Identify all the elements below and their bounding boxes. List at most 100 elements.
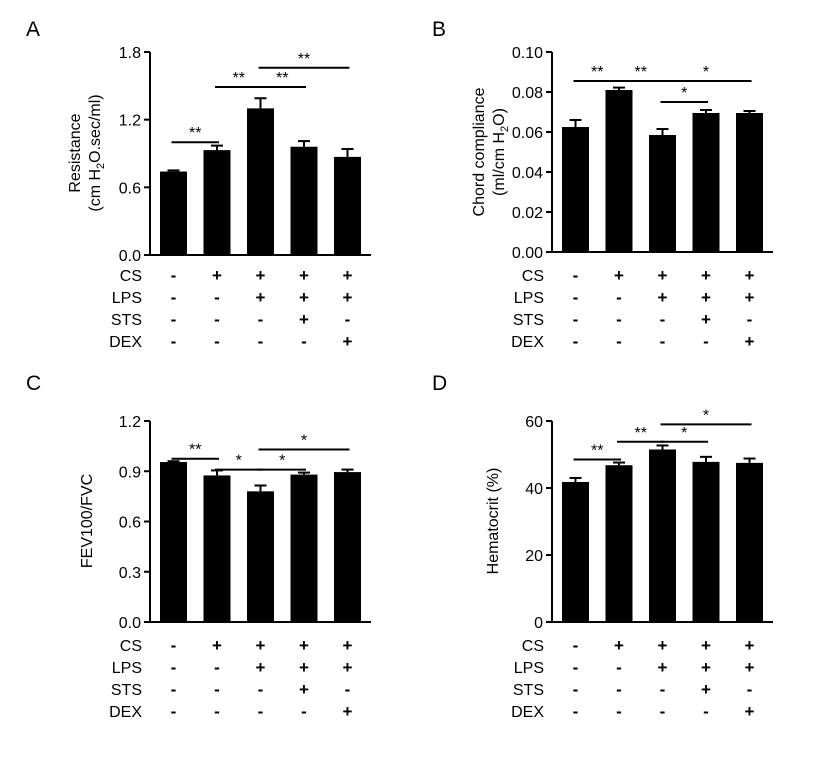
bar [290, 146, 318, 255]
condition-mark: + [343, 658, 353, 677]
condition-mark: - [214, 310, 220, 329]
bar [562, 127, 589, 252]
significance-label: ** [276, 70, 288, 87]
condition-mark: - [171, 636, 177, 655]
condition-mark: - [616, 288, 622, 307]
y-tick-label: 0.9 [119, 464, 141, 481]
y-tick-label: 1.2 [119, 414, 141, 431]
condition-mark: - [660, 332, 666, 351]
condition-mark: + [745, 332, 755, 351]
condition-mark: - [301, 702, 307, 721]
significance-label: ** [298, 51, 310, 68]
condition-mark: - [301, 332, 307, 351]
condition-label: DEX [511, 334, 544, 351]
condition-mark: - [703, 332, 709, 351]
bar [692, 461, 720, 622]
condition-mark: - [171, 310, 177, 329]
significance-label: ** [591, 64, 603, 81]
condition-mark: - [171, 680, 177, 699]
condition-label: STS [111, 682, 142, 699]
condition-mark: - [171, 332, 177, 351]
condition-label: STS [111, 312, 142, 329]
condition-mark: - [171, 288, 177, 307]
y-axis-label-line2: (cm H2O.sec/ml) [87, 94, 107, 211]
significance-label: * [703, 64, 709, 81]
condition-label: DEX [511, 704, 544, 721]
condition-mark: + [701, 636, 711, 655]
bar [160, 171, 187, 255]
condition-mark: + [299, 658, 309, 677]
condition-mark: - [616, 680, 622, 699]
y-tick-label: 0.08 [512, 85, 543, 102]
condition-mark: - [616, 332, 622, 351]
condition-mark: + [701, 266, 711, 285]
panel-letter: D [432, 372, 447, 395]
condition-label: DEX [109, 334, 142, 351]
condition-mark: - [573, 288, 579, 307]
y-axis-label-line1: Chord compliance [471, 87, 488, 216]
condition-mark: + [299, 310, 309, 329]
significance-label: ** [635, 425, 647, 442]
y-tick-label: 0.00 [512, 245, 543, 262]
y-axis-label-line1: Resistance [67, 113, 84, 192]
condition-label: STS [513, 312, 544, 329]
condition-mark: - [171, 266, 177, 285]
condition-mark: + [745, 266, 755, 285]
condition-mark: - [616, 658, 622, 677]
bar [247, 491, 274, 622]
bar [605, 90, 633, 252]
condition-mark: - [573, 680, 579, 699]
condition-mark: + [745, 288, 755, 307]
bar [649, 449, 676, 622]
y-axis-label: Resistance (cm H2O.sec/ml) [67, 94, 107, 211]
condition-mark: - [616, 310, 622, 329]
condition-mark: + [614, 636, 624, 655]
significance-label: * [681, 85, 687, 102]
condition-mark: + [658, 266, 668, 285]
condition-mark: + [256, 658, 266, 677]
condition-mark: - [345, 310, 351, 329]
bar [736, 113, 763, 252]
condition-mark: - [258, 680, 264, 699]
condition-label: LPS [514, 660, 544, 677]
condition-mark: + [745, 658, 755, 677]
condition-mark: + [701, 658, 711, 677]
significance-label: * [301, 432, 307, 449]
condition-label: LPS [112, 290, 142, 307]
bar [736, 462, 763, 622]
condition-mark: + [299, 266, 309, 285]
bar [649, 135, 676, 252]
y-axis-label-text: Hematocrit (%) [485, 468, 502, 575]
condition-label: LPS [112, 660, 142, 677]
condition-mark: + [701, 680, 711, 699]
panel-letter: A [26, 18, 40, 41]
condition-mark: - [703, 702, 709, 721]
condition-mark: - [573, 266, 579, 285]
condition-mark: - [660, 702, 666, 721]
bar [692, 113, 720, 252]
panel-letter: B [432, 18, 446, 41]
y-tick-label: 60 [525, 414, 543, 431]
condition-mark: + [299, 680, 309, 699]
condition-mark: - [214, 658, 220, 677]
condition-label: LPS [514, 290, 544, 307]
condition-mark: - [660, 680, 666, 699]
condition-mark: + [343, 332, 353, 351]
condition-mark: - [214, 680, 220, 699]
y-axis-label-line2: (ml/cm H2O) [491, 108, 511, 196]
bar [605, 465, 633, 622]
y-tick-label: 0.3 [119, 565, 141, 582]
y-tick-label: 0.06 [512, 125, 543, 142]
y-tick-label: 0.0 [119, 248, 141, 265]
y-tick-label: 0.0 [119, 615, 141, 632]
condition-mark: + [658, 636, 668, 655]
condition-mark: + [343, 636, 353, 655]
condition-mark: + [212, 636, 222, 655]
bar [334, 472, 361, 622]
condition-label: CS [522, 268, 544, 285]
condition-mark: + [343, 266, 353, 285]
